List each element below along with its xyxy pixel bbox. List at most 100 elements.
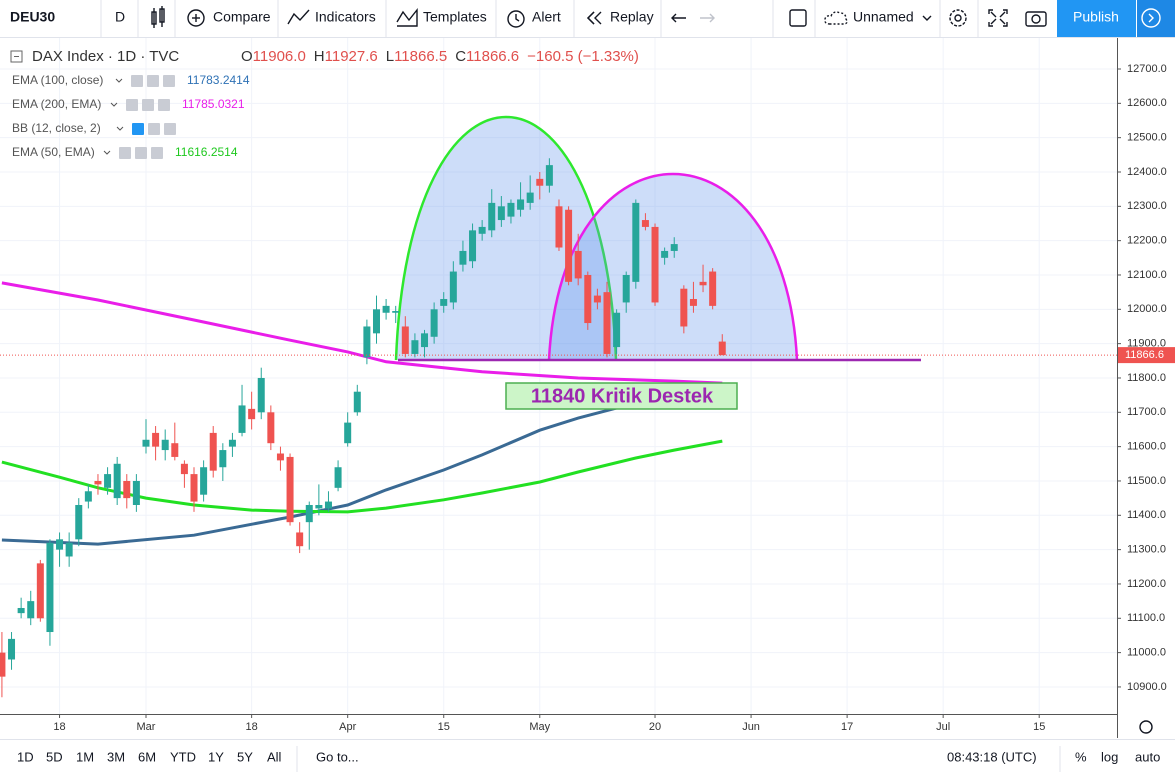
- ohlc-key: H: [314, 48, 325, 65]
- indicator-value: 11783.2414: [187, 73, 250, 87]
- x-tick-label: 17: [841, 721, 853, 733]
- snapshot-icon[interactable]: [1025, 11, 1047, 27]
- interval[interactable]: D: [115, 9, 125, 25]
- y-tick-label: 12200.0: [1127, 235, 1167, 247]
- candle-body: [507, 202, 515, 217]
- indicator-menu[interactable]: [110, 102, 118, 107]
- top-toolbar: DEU30 D Compare Indicators Templates Ale…: [0, 0, 1175, 38]
- x-tick-label: Mar: [137, 721, 156, 733]
- y-tick-label: 12100.0: [1127, 269, 1167, 281]
- candle-body: [699, 281, 707, 286]
- range-button[interactable]: 5D: [46, 749, 63, 764]
- x-tick-label: 18: [246, 721, 258, 733]
- candle-body: [8, 638, 16, 660]
- candle-body: [17, 607, 25, 614]
- alert-icon[interactable]: [507, 10, 525, 28]
- range-button[interactable]: 6M: [138, 749, 156, 764]
- chevron[interactable]: [922, 15, 932, 21]
- indicator-name: EMA (200, EMA): [12, 97, 101, 111]
- visibility-icon[interactable]: [131, 75, 143, 87]
- redo[interactable]: [700, 13, 715, 23]
- candle-body: [296, 532, 304, 547]
- candle-body: [632, 202, 640, 282]
- last-price-tag: [1118, 347, 1175, 364]
- candle-body: [75, 504, 83, 540]
- settings-icon[interactable]: [135, 147, 147, 159]
- indicator-menu[interactable]: [103, 150, 111, 155]
- publish-label[interactable]: Publish: [1073, 9, 1119, 25]
- scale-option[interactable]: log: [1101, 749, 1118, 764]
- candle-body: [84, 491, 92, 502]
- range-button[interactable]: 3M: [107, 749, 125, 764]
- compare-button[interactable]: Compare: [213, 9, 271, 25]
- candle-body: [65, 542, 73, 557]
- indicators-icon[interactable]: [287, 9, 310, 25]
- candle-body: [488, 202, 496, 231]
- remove-icon[interactable]: [163, 75, 175, 87]
- candle-body: [315, 504, 323, 509]
- publish-button[interactable]: [1057, 0, 1136, 37]
- remove-icon[interactable]: [151, 147, 163, 159]
- candle-body: [497, 206, 505, 221]
- candle-body: [113, 463, 121, 499]
- layout-name[interactable]: Unnamed: [853, 9, 914, 25]
- templates-button[interactable]: Templates: [423, 9, 487, 25]
- symbol[interactable]: DEU30: [10, 9, 55, 25]
- visibility-icon[interactable]: [119, 147, 131, 159]
- axis-settings[interactable]: [1139, 720, 1153, 734]
- publish-menu[interactable]: [1137, 0, 1175, 37]
- alert-button[interactable]: Alert: [532, 9, 561, 25]
- range-button[interactable]: YTD: [170, 749, 196, 764]
- range-button[interactable]: All: [267, 749, 282, 764]
- candle-body: [536, 178, 544, 186]
- visibility-icon[interactable]: [132, 123, 144, 135]
- indicators-button[interactable]: Indicators: [315, 9, 376, 25]
- fullscreen-icon[interactable]: [988, 9, 1008, 27]
- range-button[interactable]: 1M: [76, 749, 94, 764]
- visibility-icon[interactable]: [126, 99, 138, 111]
- indicator-menu[interactable]: [116, 126, 124, 131]
- scale-option[interactable]: auto: [1135, 749, 1160, 764]
- collapse-icon[interactable]: [10, 50, 23, 63]
- candle-body: [622, 274, 630, 303]
- candle-body: [593, 295, 601, 303]
- undo[interactable]: [671, 13, 686, 23]
- y-tick-label: 11700.0: [1127, 406, 1166, 418]
- y-tick-label: 12700.0: [1127, 63, 1167, 75]
- compare-icon[interactable]: [187, 9, 205, 27]
- publish-menu-arrow: [1148, 13, 1154, 23]
- candle-body: [421, 333, 429, 348]
- y-tick-label: 12400.0: [1127, 166, 1167, 178]
- indicator-legend: EMA (100, close) 11783.2414 EMA (200, EMA)…: [12, 73, 250, 159]
- range-button[interactable]: 5Y: [237, 749, 253, 764]
- candle-body: [392, 311, 400, 313]
- scale-option[interactable]: %: [1075, 749, 1087, 764]
- settings-icon[interactable]: [949, 9, 967, 27]
- range-button[interactable]: 1D: [17, 749, 34, 764]
- indicator-menu[interactable]: [115, 78, 123, 83]
- layout-icon[interactable]: [789, 9, 807, 27]
- settings-icon[interactable]: [148, 123, 160, 135]
- range-button[interactable]: 1Y: [208, 749, 224, 764]
- chart-style-icon[interactable]: [151, 6, 165, 28]
- candle-body: [411, 340, 419, 354]
- remove-icon[interactable]: [158, 99, 170, 111]
- candle-body: [574, 250, 582, 279]
- candle-body: [286, 456, 294, 523]
- templates-icon[interactable]: [396, 8, 418, 27]
- candle-body: [603, 292, 611, 354]
- settings-icon[interactable]: [142, 99, 154, 111]
- candle-body: [46, 542, 54, 633]
- goto[interactable]: Go to...: [316, 749, 359, 764]
- remove-icon[interactable]: [164, 123, 176, 135]
- candle-body: [200, 467, 208, 495]
- replay-icon[interactable]: [587, 11, 602, 25]
- settings-icon[interactable]: [147, 75, 159, 87]
- replay-button[interactable]: Replay: [610, 9, 654, 25]
- candle-body: [248, 408, 256, 420]
- candle-body: [238, 405, 246, 433]
- candle-body: [651, 226, 659, 303]
- cloud-icon: [824, 11, 848, 25]
- y-tick-label: 12000.0: [1127, 303, 1167, 315]
